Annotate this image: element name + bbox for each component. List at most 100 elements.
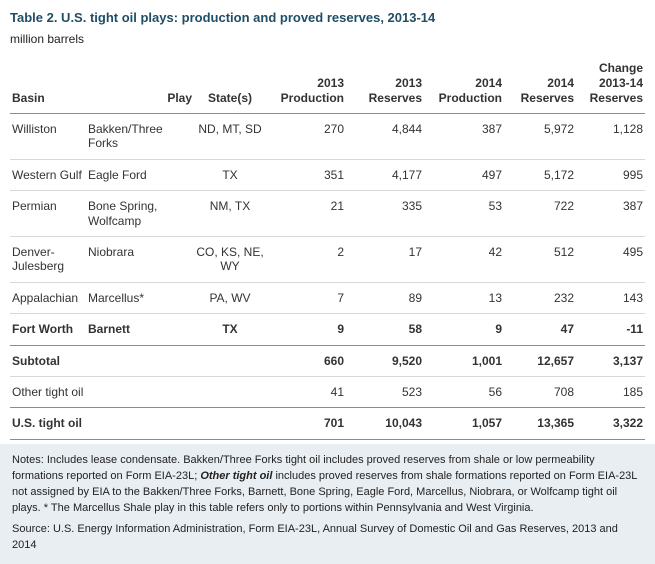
notes-part1: Notes: Includes lease condensate. Bakken… [12,453,595,482]
cell-2014-reserves: 722 [504,190,576,237]
cell-basin: Western Gulf [10,158,86,191]
cell-2013-reserves: 17 [346,235,424,283]
table-title: Table 2. U.S. tight oil plays: productio… [10,10,436,25]
cell-2014-reserves: 47 [504,313,576,346]
cell-play: Barnett [86,313,194,346]
table-row-other-tight-oil: Other tight oil 41 523 56 708 185 [10,375,645,408]
cell-2013-production: 660 [266,344,346,377]
cell-2013-production: 2 [266,235,346,283]
cell-2014-production: 1,001 [424,344,504,377]
header-line: 2013 [395,76,422,90]
table-row-us-tight-oil: U.S. tight oil 701 10,043 1,057 13,365 3… [10,407,645,440]
cell-2013-reserves: 523 [346,375,424,408]
cell-2013-production: 7 [266,281,346,314]
cell-2014-reserves: 13,365 [504,407,576,440]
cell-2014-reserves: 5,172 [504,158,576,191]
header-basin: Basin [10,58,86,114]
header-line: 2013-14 [598,76,643,90]
cell-2014-reserves: 708 [504,375,576,408]
header-row: Basin Play State(s) 2013 Production 2013… [10,58,645,114]
header-line: 2014 [475,76,502,90]
cell-change: 185 [576,375,645,408]
cell-2013-production: 9 [266,313,346,346]
cell-2013-production: 270 [323,122,344,136]
cell-change: 143 [576,281,645,314]
cell-states: TX [194,313,266,346]
cell-states: CO, KS, NE, WY [194,235,266,283]
cell-2013-reserves: 9,520 [346,344,424,377]
table-row-permian: Permian Bone Spring, Wolfcamp NM, TX 21 … [10,190,645,237]
cell-change: 995 [576,158,645,191]
header-line: Production [438,91,502,105]
table-row-williston: Williston Bakken/Three Forks ND, MT, SD … [10,114,645,160]
cell-2014-production: 42 [424,235,504,283]
cell-states: ND, MT, SD [198,122,262,136]
cell-change: 387 [576,190,645,237]
source-text: Source: U.S. Energy Information Administ… [12,523,618,552]
cell-play: Bone Spring, Wolfcamp [86,190,194,237]
header-2014-reserves: 2014 Reserves [504,58,576,114]
header-line: Reserves [589,91,643,105]
header-line: Reserves [368,91,422,105]
cell-2013-production: 41 [266,375,346,408]
cell-basin: Permian [10,190,86,237]
cell-states: NM, TX [194,190,266,237]
notes-italic-term: Other tight oil [200,469,273,482]
cell-2014-production: 9 [424,313,504,346]
cell-2013-reserves: 10,043 [346,407,424,440]
header-line: 2014 [547,76,574,90]
cell-label: Subtotal [10,344,266,377]
cell-play: Niobrara [86,235,194,283]
cell-2014-production: 1,057 [424,407,504,440]
table-row-appalachian: Appalachian Marcellus* PA, WV 7 89 13 23… [10,281,645,314]
table-row-fort-worth: Fort Worth Barnett TX 9 58 9 47 -11 [10,313,645,346]
cell-change: 3,137 [576,344,645,377]
cell-2014-reserves: 512 [504,235,576,283]
cell-change: -11 [576,313,645,346]
cell-2013-reserves: 89 [346,281,424,314]
header-2013-reserves: 2013 Reserves [346,58,424,114]
data-table: Basin Play State(s) 2013 Production 2013… [10,58,645,440]
cell-basin: Williston [12,122,57,136]
cell-basin: Denver-Julesberg [10,235,86,283]
cell-states: TX [194,158,266,191]
header-change-reserves: Change 2013-14 Reserves [576,58,645,114]
cell-states: PA, WV [194,281,266,314]
cell-2014-reserves: 5,972 [543,122,574,136]
cell-2014-reserves: 12,657 [504,344,576,377]
table-row-subtotal: Subtotal 660 9,520 1,001 12,657 3,137 [10,344,645,377]
header-line: Change [598,61,643,75]
header-line: Reserves [520,91,574,105]
cell-2014-production: 13 [424,281,504,314]
cell-2013-reserves: 4,177 [346,158,424,191]
unit-label: million barrels [10,32,85,46]
cell-2014-production: 497 [424,158,504,191]
header-states: State(s) [194,58,266,114]
cell-2014-production: 387 [481,122,502,136]
cell-2014-production: 53 [424,190,504,237]
header-line: 2013 [317,76,344,90]
cell-change: 1,128 [612,122,643,136]
cell-basin: Fort Worth [10,313,86,346]
cell-change: 495 [576,235,645,283]
cell-2014-production: 56 [424,375,504,408]
notes-text: Notes: Includes lease condensate. Bakken… [12,453,643,517]
cell-label: Other tight oil [10,375,266,408]
header-line: Production [280,91,344,105]
cell-2013-production: 21 [266,190,346,237]
cell-basin: Appalachian [10,281,86,314]
cell-2013-production: 701 [266,407,346,440]
notes-part2: includes proved reserves from shale form… [12,469,638,514]
table-row-denver-julesberg: Denver-Julesberg Niobrara CO, KS, NE, WY… [10,235,645,283]
notes-block: Notes: Includes lease condensate. Bakken… [0,443,655,564]
cell-label: U.S. tight oil [10,407,266,440]
cell-change: 3,322 [576,407,645,440]
cell-2013-production: 351 [266,158,346,191]
cell-play: Eagle Ford [86,158,194,191]
cell-2013-reserves: 58 [346,313,424,346]
cell-2013-reserves: 335 [346,190,424,237]
cell-play: Bakken/Three Forks [88,122,163,151]
cell-2014-reserves: 232 [504,281,576,314]
cell-2013-reserves: 4,844 [391,122,422,136]
